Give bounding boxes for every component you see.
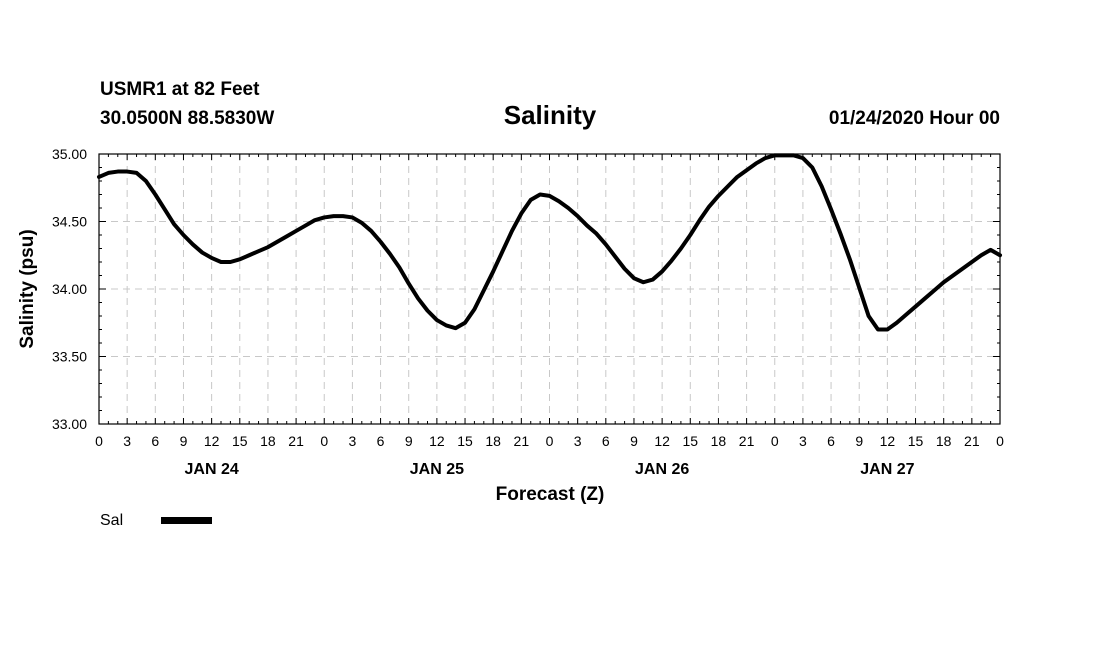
day-label: JAN 25	[410, 461, 464, 478]
x-tick-label: 21	[514, 433, 530, 449]
x-tick-label: 9	[855, 433, 863, 449]
day-labels: JAN 24 JAN 25 JAN 26 JAN 27	[185, 461, 915, 478]
x-tick-label: 9	[405, 433, 413, 449]
station-label: USMR1 at 82 Feet	[100, 79, 260, 100]
forecast-time-label: 01/24/2020 Hour 00	[829, 108, 1000, 129]
y-tick-label: 35.00	[52, 146, 87, 162]
legend-label-sal: Sal	[100, 512, 123, 529]
x-tick-label: 18	[485, 433, 501, 449]
x-tick-label: 12	[204, 433, 220, 449]
x-tick-label: 21	[964, 433, 980, 449]
y-axis-label: Salinity (psu)	[17, 229, 38, 348]
y-tick-label: 33.50	[52, 349, 87, 365]
x-tick-label: 0	[546, 433, 554, 449]
legend: Sal	[100, 512, 212, 529]
day-label: JAN 24	[185, 461, 239, 478]
x-tick-label: 6	[151, 433, 159, 449]
series-line-sal	[97, 153, 1002, 332]
coordinates-label: 30.0500N 88.5830W	[100, 108, 274, 129]
x-tick-label: 15	[232, 433, 248, 449]
x-tick-label: 0	[771, 433, 779, 449]
x-tick-label: 12	[880, 433, 896, 449]
plot-frame	[98, 153, 1001, 425]
x-tick-label: 15	[908, 433, 924, 449]
y-tick-label: 34.00	[52, 281, 87, 297]
y-tick-labels: 33.00 33.50 34.00 34.50 35.00	[52, 146, 87, 432]
x-tick-label: 18	[711, 433, 727, 449]
x-tick-label: 9	[180, 433, 188, 449]
x-tick-label: 0	[320, 433, 328, 449]
x-tick-label: 9	[630, 433, 638, 449]
x-tick-label: 21	[739, 433, 755, 449]
grid	[99, 154, 1000, 424]
x-tick-label: 3	[349, 433, 357, 449]
x-tick-label: 12	[654, 433, 670, 449]
x-tick-labels: 0 3 6 9 12 15 18 21 0 3 6 9 12 15 18 21 0 3 6 9 12 15 18 21 0 3 6 9…	[95, 433, 1004, 449]
x-tick-label: 6	[602, 433, 610, 449]
x-axis-label: Forecast (Z)	[496, 484, 605, 505]
x-tick-label: 0	[996, 433, 1004, 449]
x-tick-label: 21	[288, 433, 304, 449]
x-tick-label: 3	[123, 433, 131, 449]
day-label: JAN 27	[860, 461, 914, 478]
y-tick-label: 34.50	[52, 214, 87, 230]
x-tick-label: 6	[827, 433, 835, 449]
x-tick-label: 0	[95, 433, 103, 449]
x-tick-label: 3	[799, 433, 807, 449]
x-tick-label: 18	[260, 433, 276, 449]
x-tick-label: 18	[936, 433, 952, 449]
x-tick-label: 12	[429, 433, 445, 449]
y-tick-label: 33.00	[52, 416, 87, 432]
chart-title: Salinity	[504, 100, 597, 130]
x-tick-label: 15	[682, 433, 698, 449]
day-label: JAN 26	[635, 461, 689, 478]
x-tick-label: 15	[457, 433, 473, 449]
x-tick-label: 6	[377, 433, 385, 449]
legend-swatch-sal	[161, 517, 212, 524]
x-tick-label: 3	[574, 433, 582, 449]
